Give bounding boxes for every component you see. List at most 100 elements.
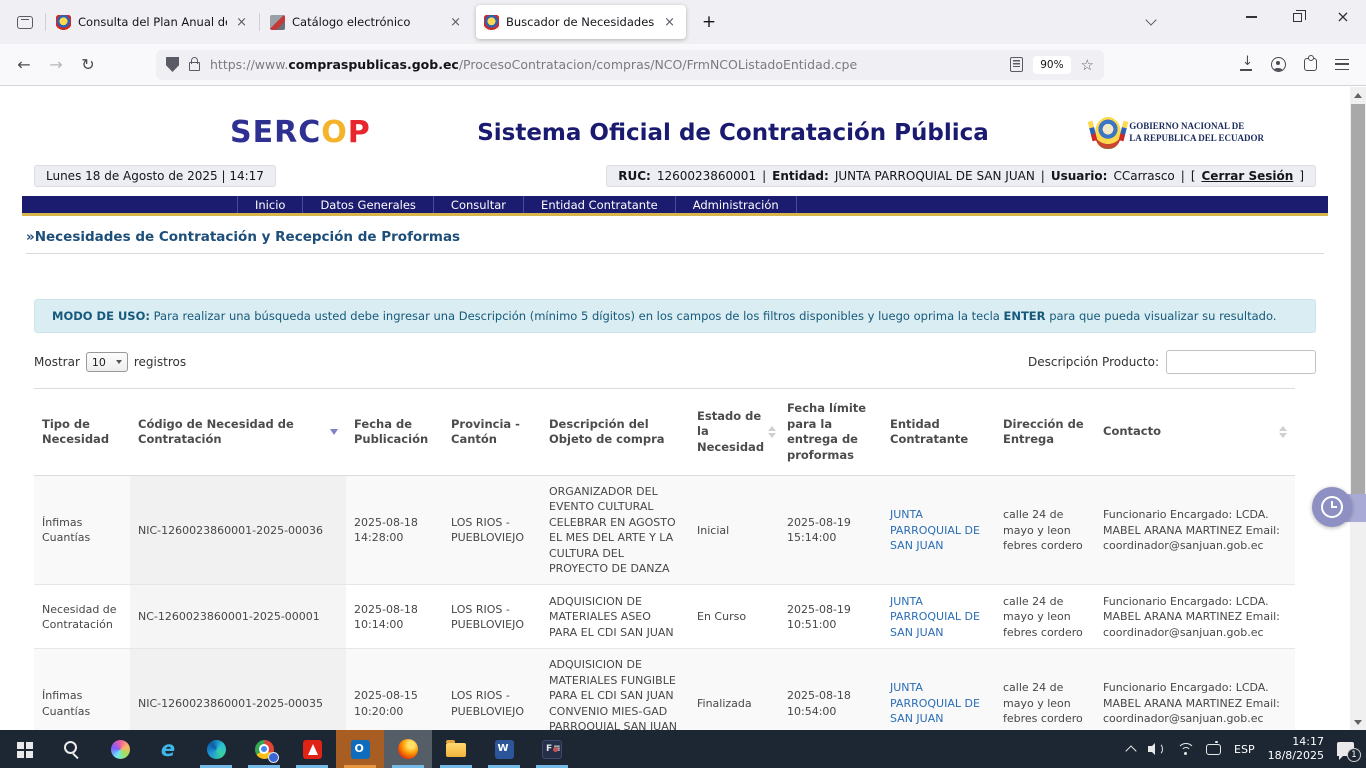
col-contacto[interactable]: Contacto [1095, 387, 1295, 477]
outlook-button[interactable] [336, 730, 384, 768]
word-button[interactable] [480, 730, 528, 768]
search-icon [64, 741, 77, 754]
chrome-button[interactable] [240, 730, 288, 768]
back-button[interactable]: ← [17, 55, 31, 74]
col-estado-necesidad[interactable]: Estado de la Necesidad [689, 387, 779, 477]
triangle-up-icon [1354, 92, 1362, 98]
col-entidad-contratante[interactable]: Entidad Contratante [882, 387, 995, 477]
reload-button[interactable]: ↻ [81, 55, 95, 74]
close-icon: × [1336, 7, 1350, 26]
cell-fecha-limite: 2025-08-18 10:54:00 [779, 648, 882, 730]
tab-close-icon[interactable]: × [450, 14, 461, 30]
show-label: Mostrar [34, 355, 80, 369]
wifi-icon[interactable] [1177, 743, 1193, 755]
cell-contacto: Funcionario Encargado: LCDA. MABEL ARANA… [1095, 475, 1295, 586]
header-label: Contacto [1103, 424, 1161, 439]
firefox-button[interactable] [384, 730, 432, 768]
cell-entidad: JUNTA PARROQUIAL DE SAN JUAN [882, 584, 995, 650]
minimize-button[interactable] [1228, 0, 1274, 34]
main-navigation: Inicio Datos Generales Consultar Entidad… [22, 196, 1328, 216]
col-direccion-entrega[interactable]: Dirección de Entrega [995, 387, 1095, 477]
tracking-protection-shield-icon[interactable] [166, 57, 179, 72]
zoom-level-badge[interactable]: 90% [1033, 55, 1071, 74]
edge-button[interactable] [192, 730, 240, 768]
volume-icon[interactable] [1148, 742, 1164, 756]
close-button[interactable]: × [1320, 0, 1366, 34]
edge-icon [206, 739, 226, 759]
col-provincia-canton[interactable]: Provincia - Cantón [443, 387, 541, 477]
col-tipo-necesidad[interactable]: Tipo de Necesidad [34, 387, 130, 477]
table-row: Necesidad de Contratación NC-12600238600… [34, 584, 1295, 650]
new-tab-button[interactable]: + [701, 12, 717, 32]
copilot-button[interactable] [96, 730, 144, 768]
tab-close-icon[interactable]: × [664, 14, 675, 30]
records-suffix: registros [133, 355, 187, 369]
entity-link[interactable]: JUNTA PARROQUIAL DE SAN JUAN [890, 681, 980, 726]
col-fecha-publicacion[interactable]: Fecha de Publicación [346, 387, 443, 477]
start-button[interactable] [0, 730, 48, 768]
records-per-page-value: 10 [91, 355, 106, 369]
cell-fecha-limite: 2025-08-19 15:14:00 [779, 475, 882, 586]
url-bar[interactable]: https://www.compraspublicas.gob.ec/Proce… [156, 49, 1104, 80]
nav-item-inicio[interactable]: Inicio [237, 196, 302, 213]
ecuador-favicon [484, 14, 499, 30]
filter-label: Descripción Producto: [1028, 355, 1159, 369]
header-label: Entidad Contratante [890, 416, 969, 447]
entity-link[interactable]: JUNTA PARROQUIAL DE SAN JUAN [890, 594, 980, 639]
nav-item-entidad-contratante[interactable]: Entidad Contratante [523, 196, 675, 213]
col-fecha-limite[interactable]: Fecha límite para la entrega de proforma… [779, 387, 882, 477]
maximize-button[interactable] [1274, 0, 1320, 34]
cell-fecha-publicacion: 2025-08-18 10:14:00 [346, 584, 443, 650]
cell-provincia: LOS RIOS - PUEBLOVIEJO [443, 648, 541, 730]
fes-app-button[interactable] [528, 730, 576, 768]
tab-buscador-necesidades[interactable]: Buscador de Necesidades de Co × [476, 5, 686, 39]
taskbar-search-button[interactable] [48, 730, 96, 768]
nav-item-consultar[interactable]: Consultar [432, 196, 523, 213]
connect-icon[interactable] [1206, 740, 1222, 755]
internet-explorer-button[interactable]: e [144, 730, 192, 768]
notifications-button[interactable]: 1 [1337, 742, 1361, 762]
tab-catalogo[interactable]: Catálogo electrónico × [259, 5, 472, 39]
needs-table: Tipo de Necesidad Código de Necesidad de… [34, 387, 1295, 730]
scrollbar-thumb[interactable] [1351, 104, 1365, 509]
file-explorer-button[interactable] [432, 730, 480, 768]
floating-timer-widget[interactable] [1312, 487, 1352, 527]
chrome-profile-badge [268, 752, 279, 763]
scroll-down-button[interactable] [1350, 714, 1366, 730]
lock-icon[interactable] [189, 57, 200, 71]
cell-direccion: calle 24 de mayo y leon febres cordero [995, 584, 1095, 650]
nav-item-administracion[interactable]: Administración [674, 196, 797, 213]
forward-button[interactable]: → [49, 55, 63, 74]
reader-mode-icon[interactable] [1010, 57, 1024, 72]
records-per-page-select[interactable]: 10 [85, 352, 128, 372]
firefox-view-button[interactable] [10, 7, 40, 37]
ecuador-coat-of-arms-icon [1095, 116, 1122, 149]
bracket: ] [1299, 169, 1304, 183]
tab-close-icon[interactable]: × [236, 14, 247, 30]
acrobat-button[interactable] [288, 730, 336, 768]
col-codigo-necesidad[interactable]: Código de Necesidad de Contratación [130, 387, 346, 477]
cell-tipo: Ínfimas Cuantías [34, 648, 130, 730]
downloads-button[interactable] [1230, 50, 1262, 80]
account-button[interactable] [1262, 50, 1294, 80]
clock-display[interactable]: 14:17 18/8/2025 [1268, 735, 1324, 764]
list-all-tabs-button[interactable] [1136, 7, 1166, 37]
nav-item-datos-generales[interactable]: Datos Generales [302, 196, 432, 213]
product-description-input[interactable] [1166, 350, 1316, 374]
language-indicator[interactable]: ESP [1234, 742, 1255, 756]
app-menu-button[interactable] [1326, 50, 1358, 80]
tray-chevron-up-icon[interactable] [1125, 744, 1137, 757]
site-header: SERCOP Sistema Oficial de Contratación P… [230, 115, 1298, 150]
extensions-button[interactable] [1294, 50, 1326, 80]
usage-label: MODO DE USO: [52, 309, 150, 323]
windows-logo-icon [16, 741, 24, 749]
bookmark-star-icon[interactable]: ☆ [1080, 55, 1094, 74]
user-label: Usuario: [1050, 169, 1108, 183]
tab-plan-anual[interactable]: Consulta del Plan Anual de Con × [45, 5, 258, 39]
cell-provincia: LOS RIOS - PUEBLOVIEJO [443, 584, 541, 650]
entity-link[interactable]: JUNTA PARROQUIAL DE SAN JUAN [890, 508, 980, 552]
scroll-up-button[interactable] [1350, 87, 1366, 103]
col-descripcion-objeto[interactable]: Descripción del Objeto de compra [541, 387, 689, 477]
logout-link[interactable]: Cerrar Sesión [1201, 169, 1294, 183]
vertical-scrollbar[interactable] [1350, 87, 1366, 730]
